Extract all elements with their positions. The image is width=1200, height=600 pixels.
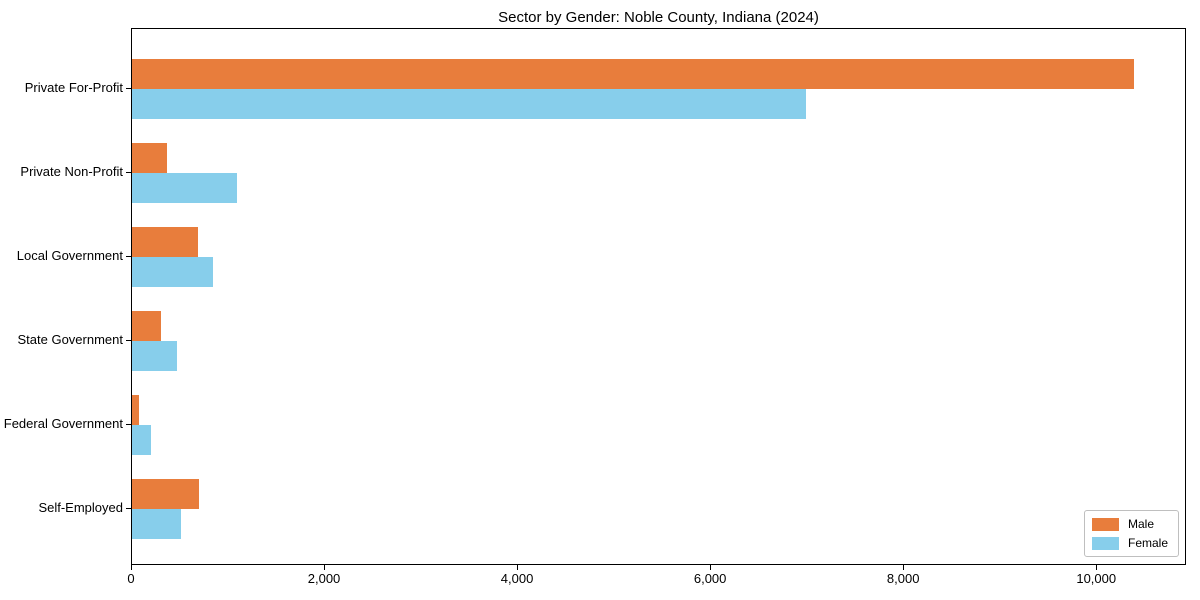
y-tick-mark-3 — [126, 340, 131, 341]
legend-item-male: Male — [1091, 517, 1168, 531]
bar-group-1 — [132, 143, 1185, 203]
x-tick-mark-1 — [324, 565, 326, 570]
bar-female-1 — [132, 173, 237, 203]
x-tick-mark-2 — [517, 565, 519, 570]
legend-swatch-male — [1091, 517, 1119, 531]
y-tick-label-1: Private Non-Profit — [20, 164, 123, 179]
y-tick-label-0: Private For-Profit — [24, 80, 123, 95]
bar-female-2 — [132, 257, 213, 287]
chart-title: Sector by Gender: Noble County, Indiana … — [498, 9, 819, 26]
y-tick-label-2: Local Government — [16, 248, 123, 263]
y-tick-label-5: Self-Employed — [38, 500, 123, 515]
legend: Male Female — [1083, 510, 1179, 557]
bar-group-5 — [132, 479, 1185, 539]
bar-male-2 — [132, 227, 198, 257]
y-tick-mark-2 — [126, 256, 131, 257]
y-tick-label-4: Federal Government — [3, 416, 123, 431]
bar-group-3 — [132, 311, 1185, 371]
legend-label-male: Male — [1127, 517, 1154, 531]
bar-male-3 — [132, 311, 161, 341]
y-tick-mark-5 — [126, 508, 131, 509]
x-tick-label-1: 2,000 — [307, 571, 341, 586]
y-tick-label-3: State Government — [17, 332, 124, 347]
plot-area: Male Female — [131, 28, 1186, 565]
bar-male-5 — [132, 479, 199, 509]
x-tick-label-2: 4,000 — [500, 571, 534, 586]
bar-female-5 — [132, 509, 182, 539]
x-tick-mark-0 — [131, 565, 132, 570]
bar-group-4 — [132, 395, 1185, 455]
x-tick-mark-3 — [710, 565, 712, 570]
legend-item-female: Female — [1091, 536, 1168, 550]
y-tick-mark-1 — [126, 172, 131, 173]
legend-label-female: Female — [1127, 536, 1168, 550]
bar-male-4 — [132, 395, 139, 425]
x-tick-label-5: 10,000 — [1076, 571, 1117, 586]
bar-female-4 — [132, 425, 151, 455]
bar-male-0 — [132, 59, 1134, 89]
x-tick-mark-5 — [1096, 565, 1098, 570]
y-tick-mark-0 — [126, 88, 131, 89]
legend-swatch-female — [1091, 536, 1119, 550]
bar-group-0 — [132, 59, 1185, 119]
x-tick-label-0: 0 — [127, 571, 135, 586]
bar-female-0 — [132, 89, 807, 119]
x-tick-mark-4 — [903, 565, 905, 570]
bar-female-3 — [132, 341, 177, 371]
bar-group-2 — [132, 227, 1185, 287]
x-tick-label-3: 6,000 — [693, 571, 727, 586]
x-tick-label-4: 8,000 — [886, 571, 920, 586]
y-tick-mark-4 — [126, 424, 131, 425]
bar-male-1 — [132, 143, 167, 173]
